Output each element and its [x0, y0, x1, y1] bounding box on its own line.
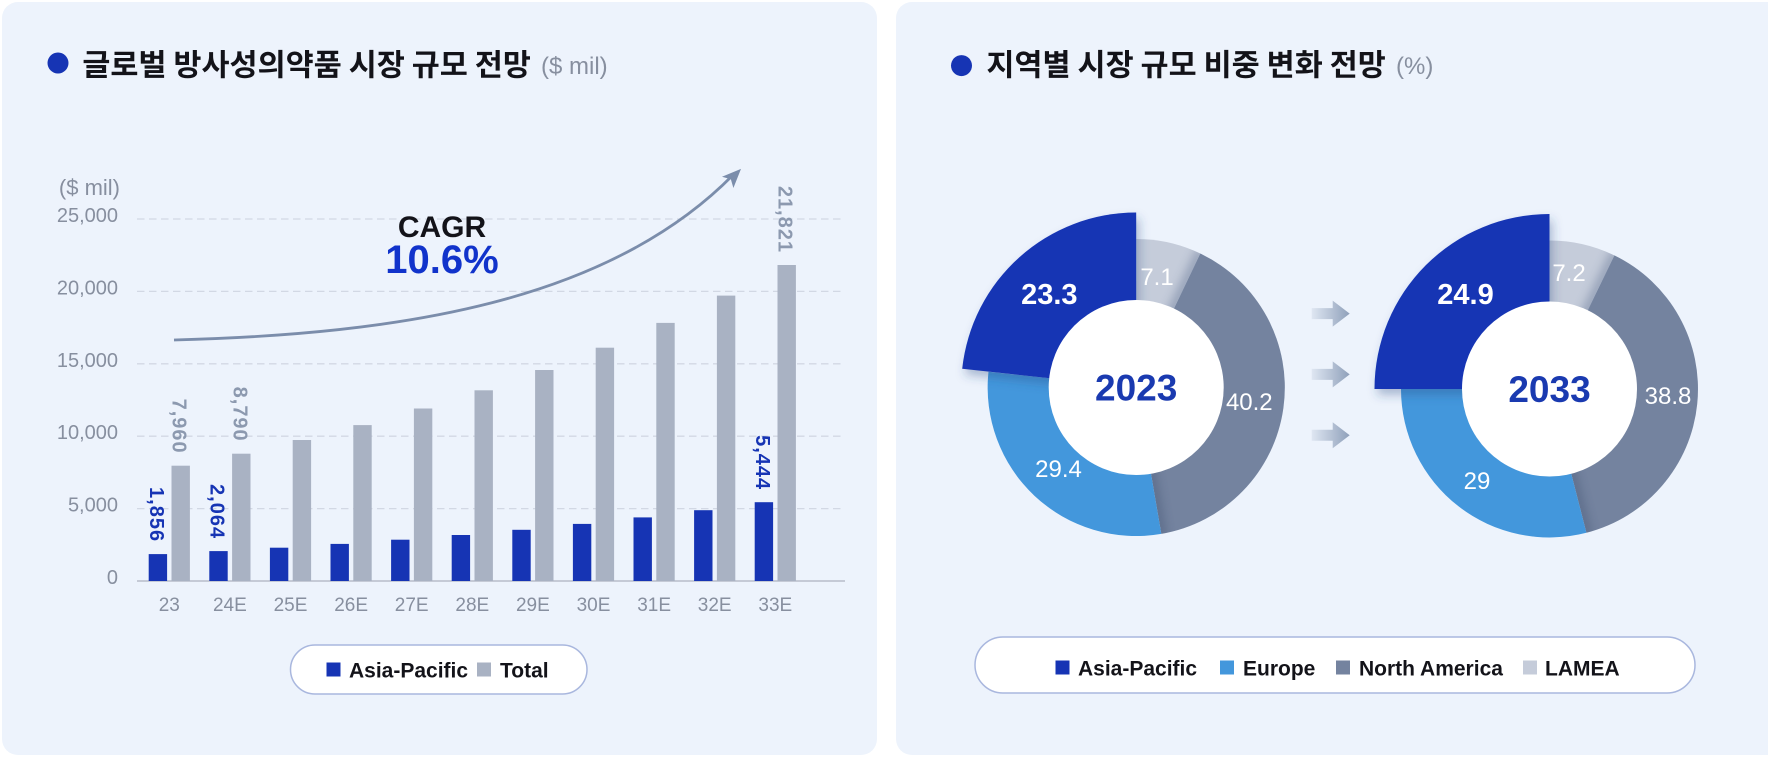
svg-text:26E: 26E	[334, 595, 368, 616]
svg-text:7.2: 7.2	[1552, 260, 1585, 287]
svg-text:2033: 2033	[1508, 369, 1590, 410]
svg-text:Total: Total	[500, 660, 549, 683]
svg-text:32E: 32E	[698, 595, 732, 616]
svg-text:7,960: 7,960	[168, 399, 190, 454]
svg-text:25,000: 25,000	[57, 205, 118, 227]
svg-text:24E: 24E	[213, 595, 247, 616]
svg-text:23: 23	[159, 595, 180, 616]
svg-text:0: 0	[107, 567, 118, 589]
svg-text:27E: 27E	[395, 595, 429, 616]
svg-text:21,821: 21,821	[774, 186, 796, 253]
svg-text:28E: 28E	[455, 595, 489, 616]
svg-text:2,064: 2,064	[206, 484, 228, 539]
svg-text:5,444: 5,444	[751, 435, 773, 490]
svg-text:2023: 2023	[1095, 368, 1177, 409]
svg-text:5,000: 5,000	[68, 495, 118, 517]
svg-text:24.9: 24.9	[1437, 279, 1493, 311]
svg-text:CAGR: CAGR	[398, 211, 487, 244]
svg-text:25E: 25E	[274, 595, 308, 616]
svg-text:23.3: 23.3	[1021, 279, 1077, 311]
svg-text:($ mil): ($ mil)	[59, 175, 120, 200]
svg-text:29: 29	[1464, 468, 1491, 495]
svg-text:40.2: 40.2	[1226, 389, 1273, 416]
svg-text:20,000: 20,000	[57, 277, 118, 299]
svg-text:Asia-Pacific: Asia-Pacific	[1078, 658, 1197, 681]
svg-text:33E: 33E	[758, 595, 792, 616]
svg-text:15,000: 15,000	[57, 350, 118, 372]
svg-text:LAMEA: LAMEA	[1545, 658, 1620, 681]
svg-text:29E: 29E	[516, 595, 550, 616]
svg-text:Europe: Europe	[1243, 658, 1315, 681]
svg-text:30E: 30E	[577, 595, 611, 616]
svg-text:29.4: 29.4	[1035, 456, 1082, 483]
svg-text:($ mil): ($ mil)	[541, 53, 608, 80]
svg-text:Asia-Pacific: Asia-Pacific	[349, 660, 468, 683]
svg-text:38.8: 38.8	[1645, 383, 1692, 410]
svg-text:7.1: 7.1	[1140, 264, 1173, 291]
svg-text:10,000: 10,000	[57, 422, 118, 444]
svg-text:10.6%: 10.6%	[385, 238, 498, 282]
svg-text:North America: North America	[1359, 658, 1503, 681]
svg-text:1,856: 1,856	[145, 487, 167, 542]
svg-text:8,790: 8,790	[228, 387, 250, 442]
svg-text:31E: 31E	[637, 595, 671, 616]
svg-text:(%): (%)	[1396, 53, 1433, 80]
